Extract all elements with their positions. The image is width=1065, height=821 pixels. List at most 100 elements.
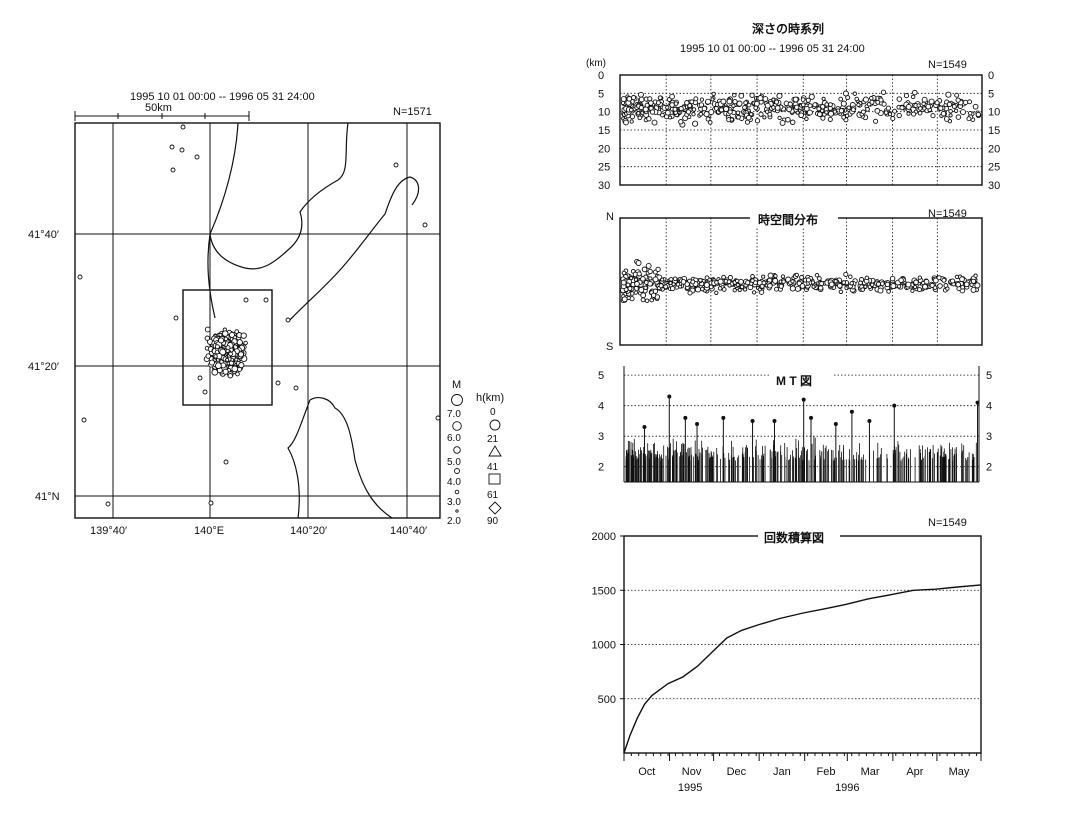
spacetime-point [959,276,965,283]
mt-notable-point [667,394,672,399]
mt-notable-point [808,415,813,420]
depth-point [754,118,761,124]
spacetime-point [858,280,863,286]
depth-point [928,98,935,105]
svg-text:90: 90 [487,516,499,527]
mt-notable-point [642,425,647,430]
depth-point [896,112,902,119]
depth-point [665,105,670,110]
depth-point [685,109,692,115]
spacetime-point [780,274,786,279]
depth-axis-unit: (km) [586,58,606,69]
coastline-tsugaru [287,397,393,519]
depth-point [875,99,881,105]
depth-point [776,92,783,99]
depth-point [620,96,627,103]
depth-point [693,96,699,102]
depth-point [850,107,856,113]
depth-point [742,105,747,110]
cumulative-month-label: Dec [727,766,747,778]
svg-text:0: 0 [490,407,496,418]
depth-tick-label-right: 0 [988,70,994,82]
spacetime-point [641,266,648,273]
spacetime-point [732,288,737,293]
depth-point [678,106,684,112]
svg-text:7.0: 7.0 [447,409,461,420]
spacetime-chart-count: N=1549 [928,208,967,220]
spacetime-point [750,278,755,283]
map-epicenter [105,501,111,507]
depth-point [672,106,678,112]
map-epicenter [169,144,175,150]
spacetime-point [794,285,801,292]
spacetime-point [727,283,732,288]
spacetime-point [721,287,727,292]
spacetime-point [863,284,868,289]
depth-point [922,106,927,111]
legend-depth-circle-icon [489,419,501,431]
spacetime-point [647,268,653,275]
depth-point [711,91,716,97]
map-epicenter [228,351,233,357]
depth-point [890,115,896,122]
cumulative-month-label: Mar [861,766,880,778]
legend-depth-triangle-icon [488,445,502,457]
map-epicenter [215,362,222,370]
mt-notable-point [975,400,980,405]
mt-notable-point [695,422,700,426]
depth-plot-frame [619,74,983,186]
mt-tick-label-left: 3 [598,431,604,443]
map-epicenter [202,389,208,395]
aftershock-region-box [182,289,273,406]
depth-point [699,97,705,102]
spacetime-point [700,286,705,292]
depth-point [828,102,833,107]
depth-point [960,109,966,116]
spacetime-point [698,278,703,283]
depth-point [921,96,928,103]
depth-tick-label-right: 5 [988,88,994,100]
depth-point [869,99,875,105]
epicenter-map: 1995 10 01 00:00 -- 1996 05 31 24:00 N=1… [28,91,504,537]
spacetime-point [970,278,977,284]
spacetime-chart: 時空間分布 N=1549 N S [606,208,983,353]
spacetime-point [913,284,918,290]
spacetime-point [932,277,939,284]
depth-point [892,108,898,114]
spacetime-point [828,281,835,288]
depth-point [852,91,857,96]
cumulative-chart-title: 回数積算図 [764,530,824,545]
mt-tick-label-right: 2 [986,462,992,474]
map-epicenter [221,330,229,337]
depth-point [795,110,800,115]
map-epicenter [179,147,185,153]
depth-point [764,102,771,109]
legend-depth-diamond-icon [488,501,502,515]
spacetime-point [621,270,627,276]
spacetime-point [643,280,649,285]
map-epicenter [240,332,247,339]
spacetime-point [889,275,896,282]
depth-point [947,119,953,124]
depth-point [840,100,847,107]
depth-point [726,98,733,105]
depth-point [854,96,859,102]
mt-notable-point [683,415,688,420]
spacetime-point [917,275,922,280]
spacetime-point [761,274,766,279]
legend-magnitude-title: M [452,379,461,391]
map-lat-label-41-20: 41°20′ [28,361,59,373]
map-period-label: 1995 10 01 00:00 -- 1996 05 31 24:00 [130,91,315,103]
spacetime-point [799,274,805,280]
depth-point [629,119,634,124]
depth-point [787,101,793,107]
map-epicenter [263,297,269,303]
depth-point [946,101,953,108]
depth-tick-label-right: 25 [988,162,1000,174]
spacetime-point [629,276,634,281]
depth-point [660,112,665,118]
map-epicenter [285,317,291,323]
depth-point [912,89,918,96]
depth-tick-label-right: 20 [988,143,1000,155]
depth-tick-label-left: 25 [598,162,610,174]
